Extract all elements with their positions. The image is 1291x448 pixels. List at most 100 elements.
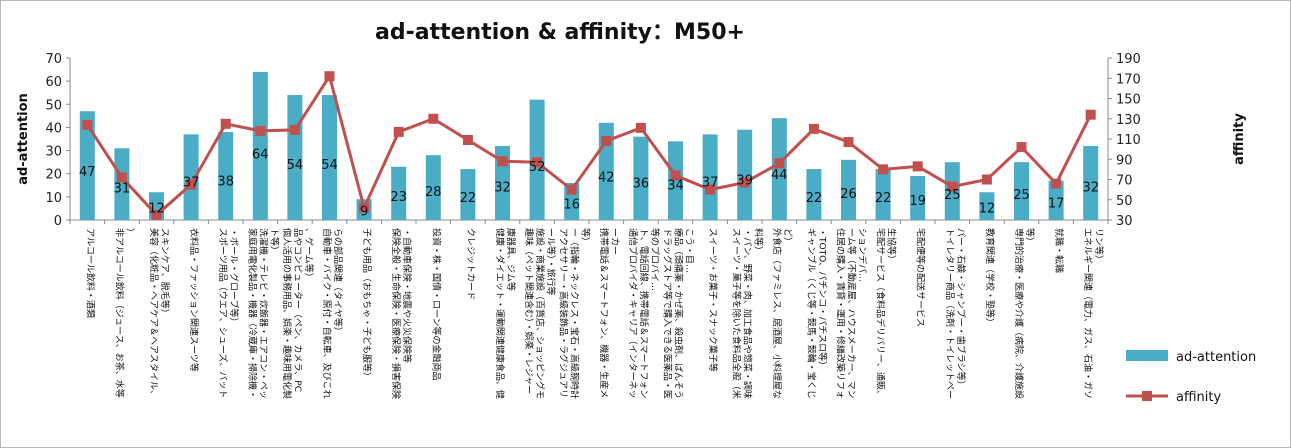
- category-label: ーム等（不動産屋、ハウスメーカー、マン: [846, 228, 858, 399]
- category-label: 洗濯機・テレビ・炊飯器・エアコン・ペッ: [257, 228, 269, 399]
- right-tick-label: 130: [1116, 113, 1141, 128]
- marker-affinity: [220, 118, 231, 129]
- bar-ad-attention: [979, 192, 995, 220]
- category-label: 趣味（ペット関連含む）・娯楽・レジャー: [523, 228, 535, 394]
- category-label: 衣料品・ファッション関連スーツ等: [188, 228, 200, 372]
- data-label: 34: [667, 179, 684, 194]
- category-label: 教育関連（学校・塾等）: [984, 228, 996, 327]
- data-label: 22: [875, 191, 892, 206]
- data-label: 37: [183, 175, 200, 190]
- right-tick-label: 150: [1116, 93, 1141, 108]
- category-label: 保険全般・生命保険・医療保険・損害保険: [390, 228, 402, 399]
- right-tick-label: 190: [1116, 52, 1141, 67]
- category-label: ト等）: [268, 228, 280, 255]
- marker-affinity: [878, 164, 889, 175]
- bar-ad-attention: [633, 136, 649, 220]
- left-tick-label: 20: [45, 168, 62, 183]
- bar-ad-attention: [1083, 145, 1099, 220]
- y-axis-title-left: ad-attention: [16, 93, 31, 185]
- category-label: トイレタリー商品（洗剤・トイレットペー: [944, 228, 956, 399]
- right-tick-label: 170: [1116, 72, 1141, 87]
- bar-ad-attention: [1048, 180, 1064, 220]
- marker-affinity: [947, 181, 958, 192]
- category-label: スイーツ・お菓子・スナック菓子等: [707, 228, 719, 372]
- legend-label-ad-attention: ad-attention: [1176, 350, 1256, 365]
- category-label: スキンケア、脱毛等）: [159, 228, 171, 318]
- category-label: 療品（頭痛薬・かぜ薬、殺虫剤、ばんそう: [673, 228, 685, 399]
- bar-ad-attention: [875, 169, 891, 220]
- marker-affinity: [289, 124, 300, 135]
- marker-affinity: [843, 137, 854, 148]
- data-label: 22: [806, 191, 823, 206]
- legend-marker-affinity: [1142, 391, 1152, 401]
- data-label: 9: [360, 205, 368, 220]
- data-label: 54: [287, 158, 304, 173]
- left-tick-label: 70: [45, 52, 62, 67]
- data-label: 37: [702, 175, 719, 190]
- chart-title: ad-attention & affinity：M50+: [375, 20, 745, 45]
- marker-affinity: [116, 172, 127, 183]
- category-label: 携帯電話＆スマートフォン、機器・生産メ: [598, 228, 610, 398]
- bar-ad-attention: [737, 129, 753, 220]
- bar-ad-attention: [114, 148, 130, 220]
- marker-affinity: [324, 71, 335, 82]
- data-label: 16: [563, 197, 580, 212]
- marker-affinity: [186, 179, 197, 190]
- category-label: らの部品関連（タイヤ等）: [332, 228, 344, 336]
- marker-affinity: [739, 177, 750, 188]
- category-label: ギャンブル（くじ等・競馬・競輪・宝くじ: [805, 228, 817, 399]
- data-label: 26: [840, 187, 857, 202]
- category-label: 自動車・バイク・原付・自転車、及びこれ: [321, 228, 333, 399]
- category-label: 宅配便等の配送サービス: [915, 228, 927, 327]
- bar-ad-attention: [252, 71, 268, 220]
- data-label: 32: [494, 181, 511, 196]
- marker-affinity: [670, 170, 681, 181]
- left-tick-label: 60: [45, 75, 62, 90]
- bar-ad-attention: [702, 134, 718, 220]
- marker-affinity: [428, 113, 439, 124]
- bar-ad-attention: [1014, 162, 1029, 220]
- bar-ad-attention: [668, 141, 683, 220]
- right-tick-label: 90: [1116, 153, 1133, 168]
- legend-label-affinity: affinity: [1176, 390, 1221, 405]
- right-tick-label: 30: [1116, 214, 1133, 229]
- category-label: 等のプロバイ…: [649, 228, 661, 291]
- data-label: 39: [736, 173, 753, 188]
- data-label: 25: [944, 188, 961, 203]
- marker-affinity: [393, 126, 404, 137]
- marker-affinity: [774, 158, 785, 169]
- category-label: 等）: [580, 228, 592, 246]
- category-label: 料等）: [753, 228, 765, 255]
- data-label: 28: [425, 185, 442, 200]
- category-label: 住居の購入・賃貸・運用・修繕改築リフォ: [835, 228, 847, 399]
- category-label: ションデパ…: [857, 228, 869, 282]
- marker-affinity: [151, 209, 162, 220]
- category-label: 非アルコール飲料（ジュース、お茶、水等: [113, 228, 125, 398]
- category-label: 等）: [1024, 228, 1036, 246]
- category-label: ）: [124, 228, 135, 237]
- right-tick-label: 70: [1116, 174, 1133, 189]
- data-label: 31: [114, 182, 131, 197]
- bar-ad-attention: [910, 176, 926, 220]
- data-label: 19: [909, 194, 926, 209]
- left-tick-label: 0: [54, 214, 62, 229]
- category-label: 専門的治療・医療や介護（病院、介護施設: [1013, 228, 1025, 399]
- marker-affinity: [532, 157, 543, 168]
- marker-affinity: [462, 135, 473, 146]
- data-label: 44: [771, 168, 788, 183]
- data-label: 17: [1048, 196, 1065, 211]
- category-label: 就職・転職: [1053, 228, 1065, 273]
- category-label: ・TOTO、パチンコ・パチスロ等）: [816, 228, 828, 370]
- category-label: 施設・商業施設（百貨店、ショッピングモ: [534, 228, 546, 399]
- line-affinity: [86, 74, 1093, 217]
- category-label: 投資・株・国債・ローン等の金融商品: [430, 228, 442, 381]
- category-label: こう・目…: [684, 228, 695, 273]
- y-axis-title-right: affinity: [1232, 113, 1247, 165]
- category-label: ・パン、野菜・肉、加工食品や惣菜・調味: [742, 228, 754, 399]
- left-tick-label: 10: [45, 191, 62, 206]
- category-label: エネルギー関連（電力、ガス、石油・ガソ: [1082, 228, 1094, 399]
- category-label: ー（指輪・ネックレス・宝石・高級腕時計: [569, 228, 581, 399]
- data-label: 36: [633, 177, 650, 192]
- left-tick-label: 50: [45, 98, 62, 113]
